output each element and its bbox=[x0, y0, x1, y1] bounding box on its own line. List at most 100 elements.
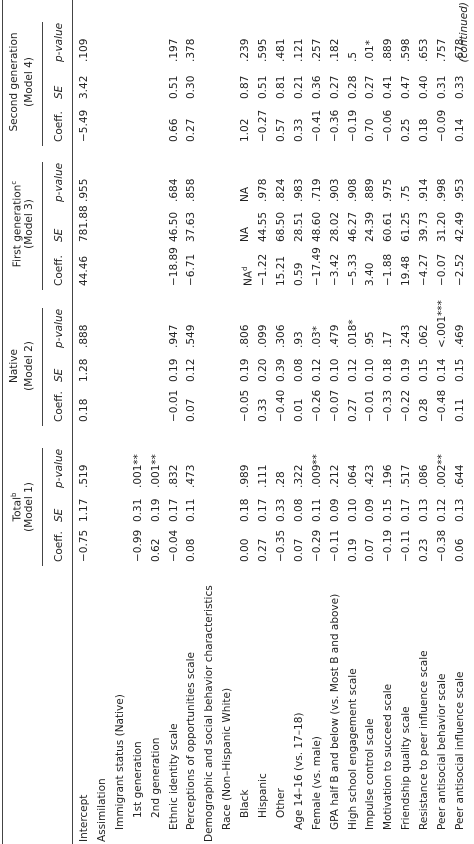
row-label: 1st generation bbox=[131, 741, 144, 818]
cell: 0.01 bbox=[292, 398, 305, 422]
row-label: Peer antisocial behavior scale bbox=[436, 673, 448, 830]
subheader: p-value bbox=[53, 308, 65, 348]
cell: .998 bbox=[436, 178, 448, 202]
row-label: Demographic and social behavior characte… bbox=[203, 585, 216, 842]
cell: 0.36 bbox=[310, 75, 323, 99]
cell: −0.40 bbox=[274, 389, 287, 422]
cell: .983 bbox=[292, 178, 305, 202]
cell: −2.52 bbox=[453, 253, 466, 286]
cell: −0.09 bbox=[436, 109, 448, 142]
subheader: p-value bbox=[53, 22, 65, 62]
cell: .975 bbox=[382, 178, 395, 202]
subheader: Coeff. bbox=[53, 255, 65, 286]
cell: NA bbox=[239, 226, 252, 242]
cell: −0.01 bbox=[167, 389, 180, 422]
row-label: GPA half B and below (vs. Most B and abo… bbox=[328, 593, 341, 830]
cell: .03* bbox=[310, 326, 323, 348]
cell: .757 bbox=[436, 38, 448, 62]
cell: 0.17 bbox=[167, 498, 180, 522]
cell: .719 bbox=[310, 178, 323, 202]
cell: .888 bbox=[78, 324, 90, 348]
row-label: Motivation to succeed scale bbox=[382, 683, 395, 830]
cell: −0.07 bbox=[436, 253, 448, 286]
cell: 0.27 bbox=[257, 538, 269, 562]
cell: <.001*** bbox=[436, 300, 448, 348]
row-label: Black bbox=[239, 789, 252, 818]
subheader: Coeff. bbox=[53, 391, 65, 422]
cell: 0.18 bbox=[382, 358, 395, 382]
cell: .5 bbox=[346, 51, 359, 62]
cell: −18.89 bbox=[167, 247, 180, 286]
cell: 0.66 bbox=[167, 118, 180, 142]
cell: .001** bbox=[149, 454, 162, 488]
cell: 0.33 bbox=[292, 118, 305, 142]
cell: .684 bbox=[167, 178, 180, 202]
cell-text: NA bbox=[242, 270, 255, 286]
cell: .479 bbox=[328, 324, 341, 348]
cell: .257 bbox=[310, 38, 323, 62]
cell: NA bbox=[239, 186, 252, 202]
cell: .423 bbox=[364, 464, 377, 488]
group-model: (Model 3) bbox=[23, 199, 35, 249]
cell: −0.07 bbox=[328, 389, 341, 422]
cell: 0.19 bbox=[167, 358, 180, 382]
cell: 0.06 bbox=[453, 538, 466, 562]
subheader: SE bbox=[53, 508, 65, 522]
subheader: SE bbox=[53, 228, 65, 242]
cell: 44.55 bbox=[257, 211, 269, 242]
cell: 0.08 bbox=[292, 358, 305, 382]
cell: .824 bbox=[274, 178, 287, 202]
cell: −17.49 bbox=[310, 247, 323, 286]
cell: 0.30 bbox=[185, 75, 198, 99]
cell: .009** bbox=[310, 454, 323, 488]
subheader: SE bbox=[53, 85, 65, 99]
cell: 0.27 bbox=[328, 75, 341, 99]
cell: .002** bbox=[436, 454, 448, 488]
cell: .473 bbox=[185, 464, 198, 488]
cell: 28.51 bbox=[292, 211, 305, 242]
cell: .832 bbox=[167, 464, 180, 488]
cell: 15.21 bbox=[274, 255, 287, 286]
cell: 0.13 bbox=[453, 498, 466, 522]
cell: .653 bbox=[418, 38, 431, 62]
cell: 0.07 bbox=[364, 538, 377, 562]
cell: −0.19 bbox=[382, 529, 395, 562]
cell: 0.00 bbox=[239, 538, 252, 562]
group-rule bbox=[42, 448, 43, 566]
cell: −0.05 bbox=[239, 389, 252, 422]
group-name: Total bbox=[11, 496, 24, 522]
row-label: Other bbox=[274, 788, 287, 818]
cell: 0.81 bbox=[274, 75, 287, 99]
row-label: Female (vs. male) bbox=[310, 736, 323, 830]
cell: .889 bbox=[382, 38, 395, 62]
cell: −1.88 bbox=[382, 253, 395, 286]
cell: −0.27 bbox=[257, 109, 269, 142]
cell: 0.12 bbox=[436, 498, 448, 522]
row-label: Peer antisocial influence scale bbox=[453, 671, 466, 830]
cell: −0.11 bbox=[400, 529, 413, 562]
cell: .212 bbox=[328, 464, 341, 488]
cell: .111 bbox=[257, 464, 269, 488]
group-model: (Model 4) bbox=[23, 57, 35, 107]
cell: 0.27 bbox=[346, 398, 359, 422]
cell: .322 bbox=[292, 464, 305, 488]
row-label: Age 14–16 (vs. 17–18) bbox=[292, 712, 305, 830]
subheader: Coeff. bbox=[53, 531, 65, 562]
cell: .517 bbox=[400, 464, 413, 488]
cell: −0.35 bbox=[274, 529, 287, 562]
cell: 0.19 bbox=[346, 538, 359, 562]
cell: 0.70 bbox=[364, 118, 377, 142]
subheader: Coeff. bbox=[53, 111, 65, 142]
group-note: b bbox=[10, 492, 18, 497]
cell: 0.28 bbox=[418, 398, 431, 422]
cell: 0.09 bbox=[328, 498, 341, 522]
group-model: (Model 1) bbox=[23, 482, 35, 532]
cell: NAd bbox=[239, 267, 256, 287]
group-name: Second generation bbox=[8, 32, 20, 132]
cell: 0.12 bbox=[185, 358, 198, 382]
cell: 28.02 bbox=[328, 211, 341, 242]
group-name: Native bbox=[8, 349, 20, 383]
cell: .239 bbox=[239, 38, 252, 62]
